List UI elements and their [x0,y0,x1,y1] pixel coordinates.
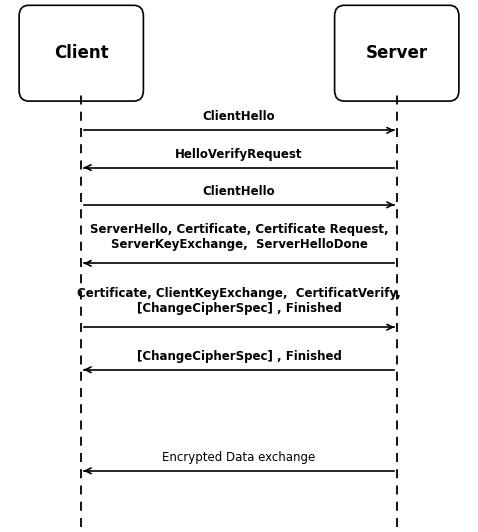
Text: Encrypted Data exchange: Encrypted Data exchange [163,451,315,464]
Text: Server: Server [366,44,428,62]
FancyBboxPatch shape [19,5,143,101]
FancyBboxPatch shape [335,5,459,101]
Text: [ChangeCipherSpec] , Finished: [ChangeCipherSpec] , Finished [137,350,341,363]
Text: HelloVerifyRequest: HelloVerifyRequest [175,148,303,161]
Text: ClientHello: ClientHello [203,111,275,123]
Text: ClientHello: ClientHello [203,185,275,198]
Text: Certificate, ClientKeyExchange,  CertificatVerify,
[ChangeCipherSpec] , Finished: Certificate, ClientKeyExchange, Certific… [77,287,401,315]
Text: ServerHello, Certificate, Certificate Request,
ServerKeyExchange,  ServerHelloDo: ServerHello, Certificate, Certificate Re… [90,223,388,251]
Text: Client: Client [54,44,109,62]
